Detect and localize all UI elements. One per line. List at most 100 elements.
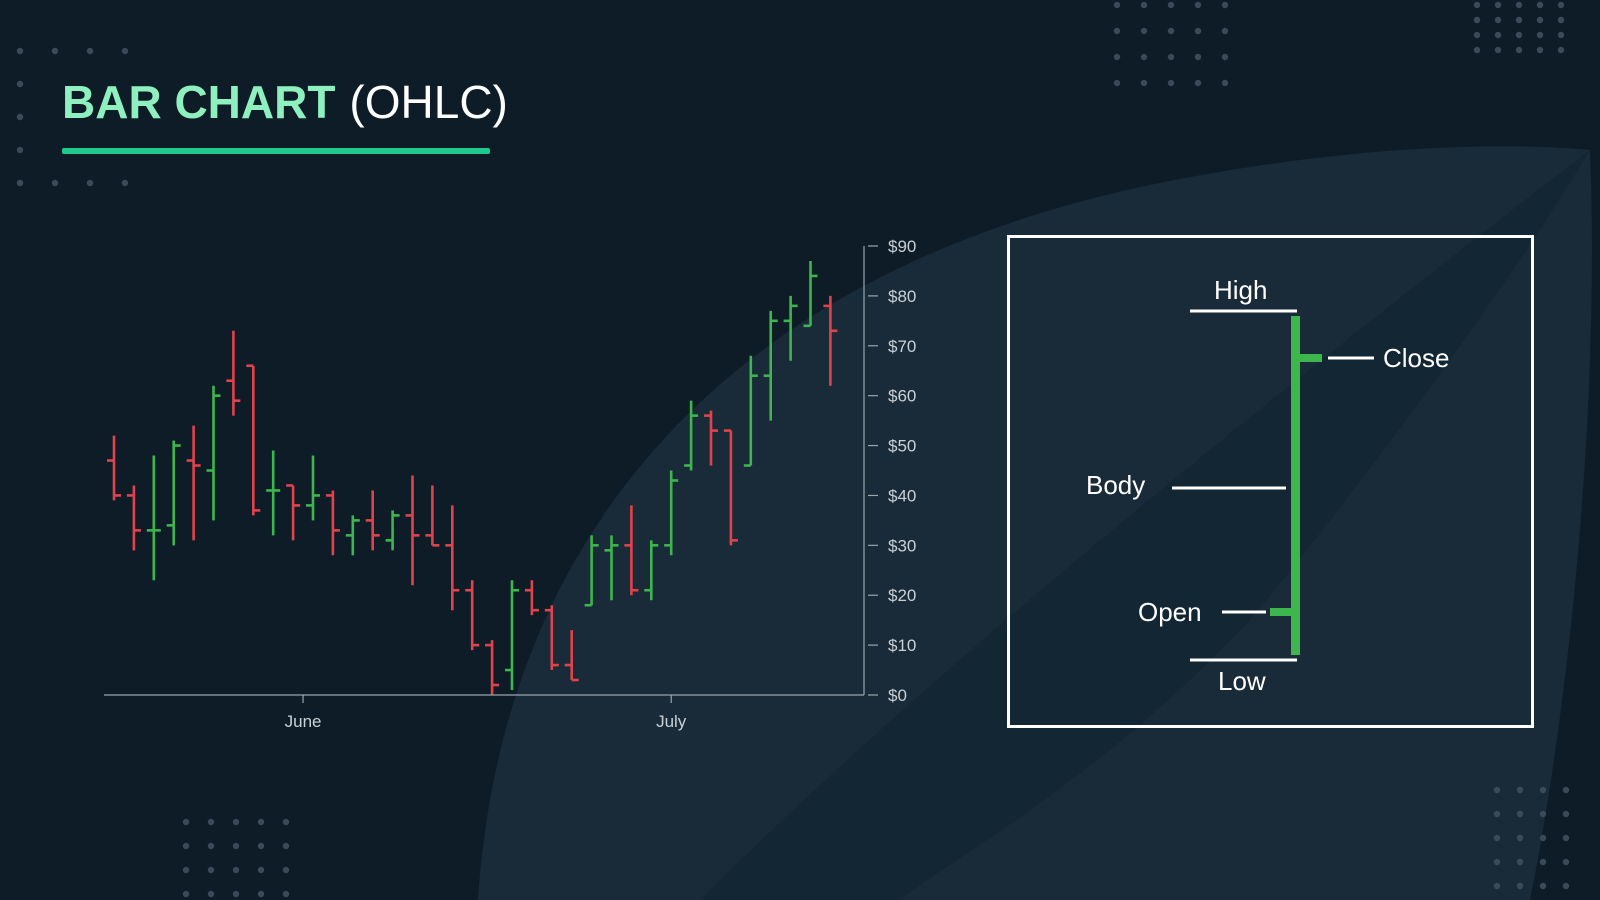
background-dot — [51, 47, 59, 55]
background-dot — [1515, 1, 1523, 9]
background-dot — [182, 818, 190, 826]
background-dot — [1516, 786, 1524, 794]
y-tick-label: $40 — [888, 486, 916, 505]
background-dot — [86, 179, 94, 187]
background-dot — [1221, 79, 1229, 87]
background-dot — [1493, 834, 1501, 842]
ohlc-bar — [564, 630, 579, 682]
ohlc-bar — [405, 475, 420, 586]
background-dot — [282, 866, 290, 874]
background-dot — [121, 47, 129, 55]
background-dot — [1113, 53, 1121, 61]
background-dot — [1562, 834, 1570, 842]
background-dot — [1194, 53, 1202, 61]
diagram-bar-body — [1291, 316, 1300, 655]
background-dot — [232, 818, 240, 826]
background-dot — [1113, 1, 1121, 9]
background-dot — [121, 179, 129, 187]
background-dot — [257, 842, 265, 850]
background-dot — [1539, 858, 1547, 866]
background-dot — [1494, 16, 1502, 24]
background-dot — [207, 890, 215, 898]
background-dot — [232, 866, 240, 874]
background-dot — [1516, 858, 1524, 866]
ohlc-bar — [524, 580, 539, 616]
background-dot — [282, 890, 290, 898]
y-tick-label: $80 — [888, 287, 916, 306]
background-dot — [1562, 882, 1570, 890]
ohlc-bar — [286, 484, 301, 541]
ohlc-bar — [664, 470, 679, 556]
ohlc-bar — [206, 385, 221, 521]
ohlc-bar — [126, 485, 141, 551]
ohlc-bar — [803, 260, 818, 328]
y-tick-label: $30 — [888, 536, 916, 555]
background-dot — [1140, 27, 1148, 35]
y-tick-label: $0 — [888, 686, 907, 705]
background-dot — [1221, 53, 1229, 61]
ohlc-bars — [107, 260, 838, 695]
background-dot — [1167, 79, 1175, 87]
ohlc-bar — [325, 490, 340, 556]
background-dot — [1113, 27, 1121, 35]
background-dot — [1557, 31, 1565, 39]
background-leaf-shape — [478, 146, 1592, 900]
background-dot — [1536, 46, 1544, 54]
y-tick-label: $50 — [888, 437, 916, 456]
ohlc-bar — [465, 580, 480, 651]
background-dot — [1557, 16, 1565, 24]
background-dot — [282, 842, 290, 850]
ohlc-bar — [544, 605, 559, 671]
ohlc-chart: $0 $10 $20 $30 $40 $50 $60 $70 $80 $90 June July — [104, 237, 916, 731]
background-dot — [257, 890, 265, 898]
dot-grid-decoration — [16, 1, 1570, 898]
ohlc-bar — [823, 295, 838, 386]
background-dot — [1167, 53, 1175, 61]
background-dot — [1140, 79, 1148, 87]
x-tick-label: July — [656, 712, 687, 731]
ohlc-bar — [345, 515, 360, 556]
background-dot — [1536, 31, 1544, 39]
ohlc-bar — [624, 505, 639, 596]
x-tick-label: June — [285, 712, 322, 731]
background-dot — [16, 113, 24, 121]
background-leaf-vein — [700, 150, 1590, 900]
background-dot — [257, 818, 265, 826]
y-tick-label: $20 — [888, 586, 916, 605]
background-dot — [16, 80, 24, 88]
y-tick-label: $90 — [888, 237, 916, 256]
background-dot — [1539, 834, 1547, 842]
high-label: High — [1214, 275, 1268, 305]
ohlc-bar — [604, 535, 619, 601]
background-dot — [16, 179, 24, 187]
background-dot — [1536, 1, 1544, 9]
background-dot — [86, 47, 94, 55]
ohlc-bar — [644, 540, 659, 601]
ohlc-bar — [226, 330, 241, 416]
close-label: Close — [1383, 343, 1450, 373]
background-dot — [182, 866, 190, 874]
title-underline — [62, 148, 490, 154]
background-dot — [1515, 31, 1523, 39]
background-dot — [1221, 27, 1229, 35]
chart-axes: $0 $10 $20 $30 $40 $50 $60 $70 $80 $90 June July — [104, 237, 916, 731]
background-dot — [207, 818, 215, 826]
page-title: BAR CHART (OHLC) — [62, 72, 508, 132]
background-dot — [1539, 882, 1547, 890]
background-dot — [1221, 1, 1229, 9]
background-dot — [1562, 810, 1570, 818]
background-dot — [232, 890, 240, 898]
y-tick-label: $10 — [888, 636, 916, 655]
y-tick-label: $70 — [888, 337, 916, 356]
ohlc-bar — [246, 364, 261, 516]
background-dot — [16, 47, 24, 55]
ohlc-bar — [107, 435, 121, 501]
background-dot — [1473, 1, 1481, 9]
ohlc-bar — [723, 429, 738, 546]
background-dot — [1494, 46, 1502, 54]
y-tick-label: $60 — [888, 387, 916, 406]
background-dot — [16, 146, 24, 154]
background-dot — [1473, 46, 1481, 54]
low-label: Low — [1218, 666, 1266, 696]
